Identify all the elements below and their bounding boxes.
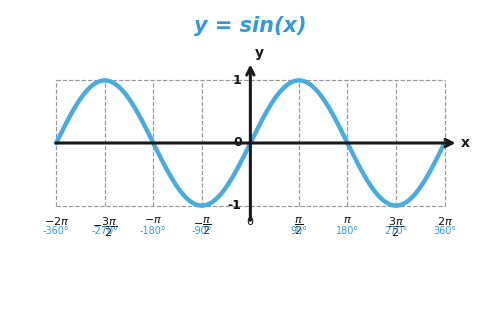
Text: $-\pi$: $-\pi$ [144,215,163,226]
Text: x: x [460,136,469,150]
Text: 270°: 270° [384,227,407,236]
Text: 90°: 90° [290,227,308,236]
Text: $\dfrac{\pi}{2}$: $\dfrac{\pi}{2}$ [294,215,304,237]
Text: $-\dfrac{\pi}{2}$: $-\dfrac{\pi}{2}$ [192,215,211,237]
Text: -270°: -270° [92,227,118,236]
Text: 360°: 360° [433,227,456,236]
Text: -1: -1 [228,199,241,212]
Text: $2\pi$: $2\pi$ [436,215,452,228]
Text: -180°: -180° [140,227,166,236]
Text: 180°: 180° [336,227,359,236]
Text: $\pi$: $\pi$ [343,215,352,226]
Text: y: y [254,46,264,60]
Text: -90°: -90° [192,227,212,236]
Text: -360°: -360° [43,227,70,236]
Text: $-\dfrac{3\pi}{2}$: $-\dfrac{3\pi}{2}$ [92,215,118,239]
Text: $-2\pi$: $-2\pi$ [44,215,69,228]
Text: 1: 1 [233,74,241,87]
Text: $\dfrac{3\pi}{2}$: $\dfrac{3\pi}{2}$ [388,215,404,239]
Text: $0$: $0$ [246,215,254,228]
Text: 0: 0 [233,136,241,150]
Text: y = sin(x): y = sin(x) [194,16,306,36]
